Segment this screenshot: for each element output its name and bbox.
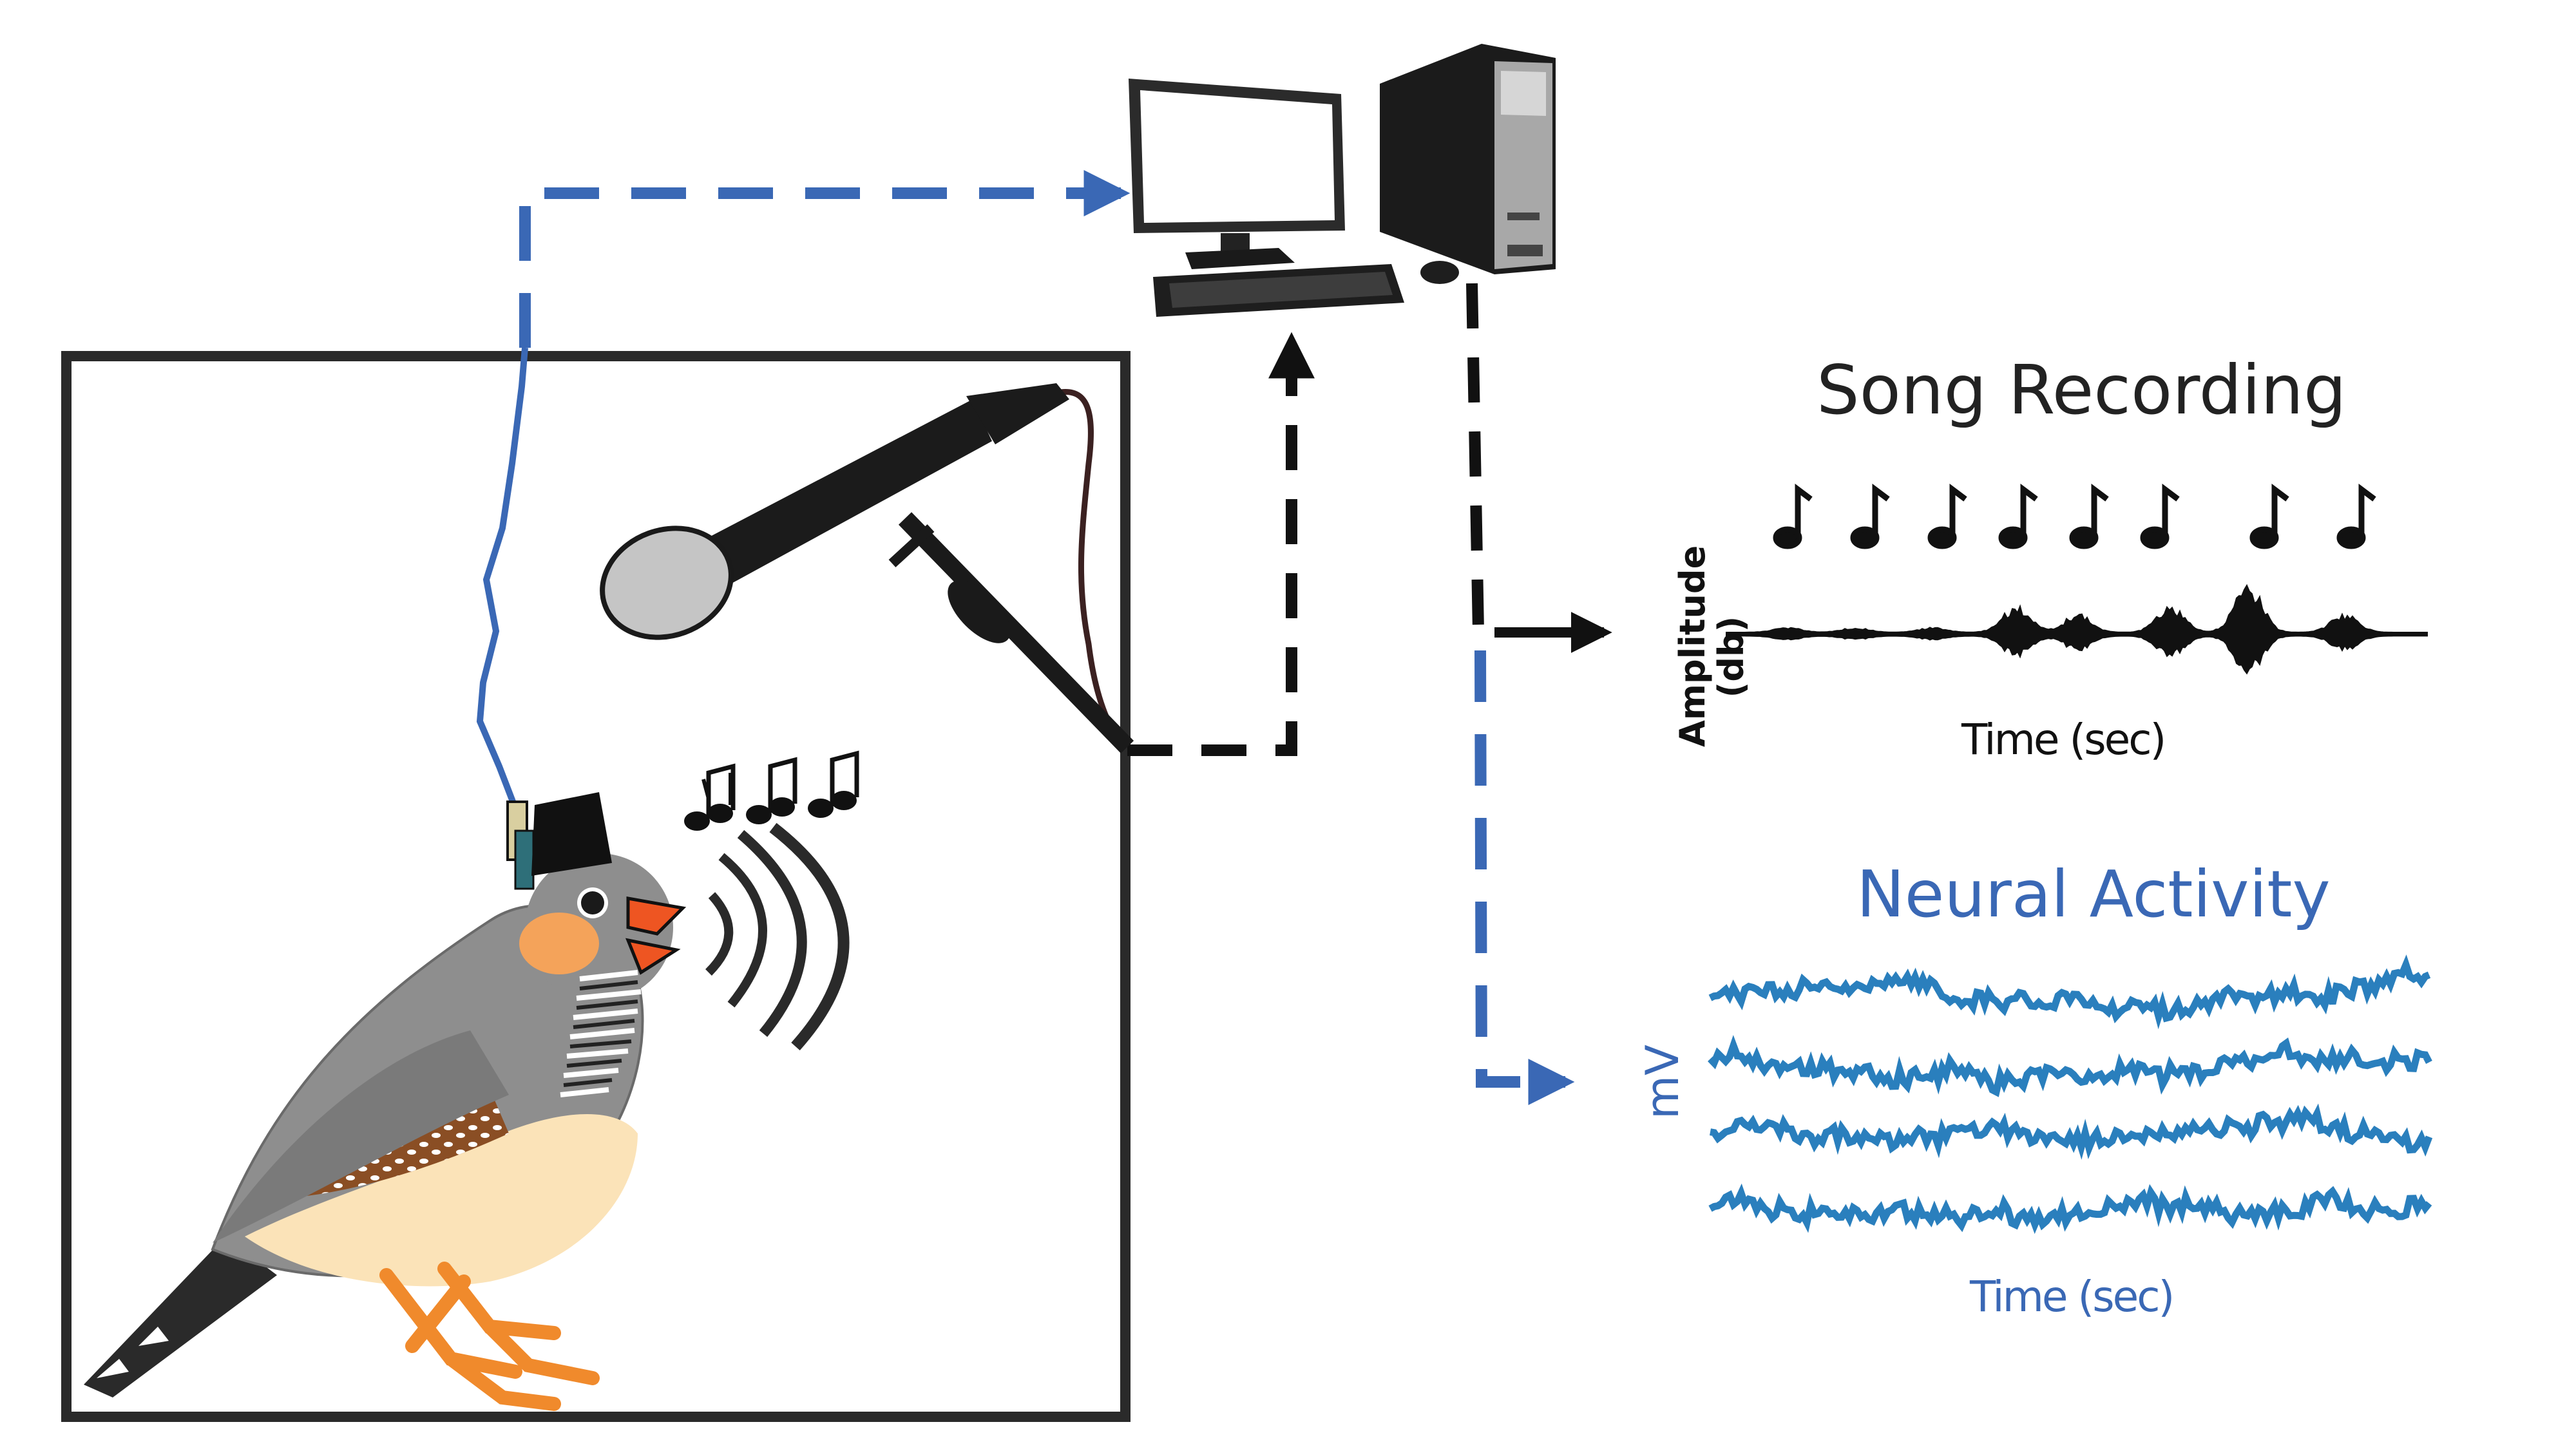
keyboard-icon xyxy=(1153,264,1404,317)
song-note-stem-5 xyxy=(2091,484,2109,538)
mouse-icon xyxy=(1420,261,1459,284)
song-notes-icon xyxy=(1773,484,2376,549)
neural-trace-1 xyxy=(1708,954,2431,1030)
computer-monitor-icon xyxy=(1129,79,1345,269)
microphone-icon xyxy=(600,383,1134,753)
neural-signal-line xyxy=(519,170,1131,348)
computer-output-line xyxy=(1466,283,1484,632)
song-note-stem-6 xyxy=(2162,484,2180,538)
song-amplitude-axis-label: Amplitude (db) xyxy=(1672,545,1751,747)
song-note-stem-3 xyxy=(1949,484,1967,538)
song-note-stem-7 xyxy=(2271,484,2289,538)
neural-voltage-axis-label: mV xyxy=(1636,1044,1689,1120)
neural-trace-3 xyxy=(1710,1103,2433,1160)
song-note-stem-8 xyxy=(2358,484,2376,538)
song-note-stem-2 xyxy=(1872,484,1890,538)
zebra-finch-icon xyxy=(84,792,687,1411)
song-note-stem-4 xyxy=(2020,484,2038,538)
computer-tower-icon xyxy=(1380,44,1556,274)
neural-traces xyxy=(1708,954,2433,1235)
headstage-cable xyxy=(476,347,528,810)
neural-time-axis-label: Time (sec) xyxy=(1970,1272,2175,1321)
song-note-stem-1 xyxy=(1795,484,1813,538)
sound-wave-icon xyxy=(705,822,850,1050)
neural-trace-2 xyxy=(1708,1035,2432,1097)
audio-signal-line xyxy=(1127,332,1315,756)
recording-chamber xyxy=(61,351,1131,1422)
music-notes-icon xyxy=(684,750,859,831)
song-waveform xyxy=(1726,583,2428,675)
neural-trace-4 xyxy=(1708,1183,2432,1235)
neural-activity-title: Neural Activity xyxy=(1856,857,2331,932)
song-time-axis-label: Time (sec) xyxy=(1961,715,2166,764)
microphone-cable xyxy=(1056,389,1127,749)
neural-output-line xyxy=(1474,650,1575,1105)
headstage-icon xyxy=(506,792,612,890)
song-recording-title: Song Recording xyxy=(1817,351,2347,430)
